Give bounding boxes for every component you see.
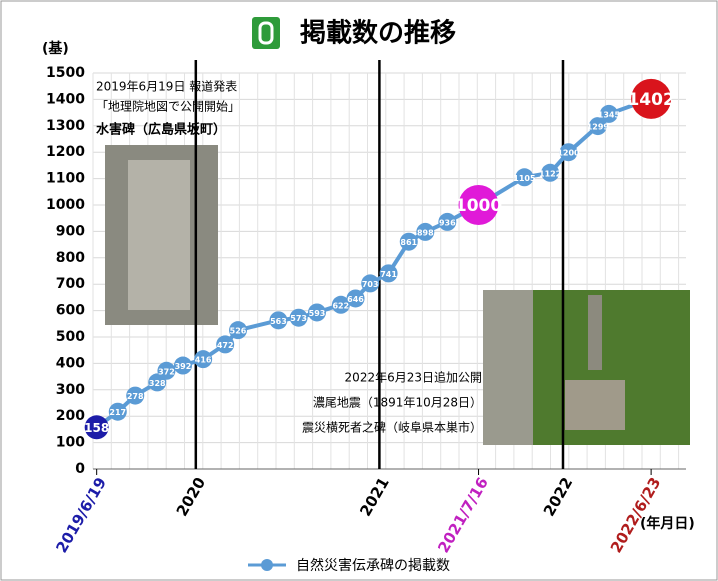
legend-label: 自然災害伝承碑の掲載数	[296, 557, 450, 574]
data-label: 1000	[455, 196, 502, 216]
data-label: 563	[270, 317, 287, 326]
data-label: 741	[380, 270, 397, 279]
point	[379, 264, 398, 283]
data-label: 1122	[539, 169, 561, 178]
data-label: 593	[309, 309, 326, 318]
point	[269, 311, 288, 330]
point	[229, 321, 248, 340]
point	[416, 222, 435, 241]
point	[599, 104, 618, 123]
point	[438, 212, 457, 231]
point	[194, 350, 213, 369]
data-label: 328	[149, 379, 166, 388]
point	[515, 168, 534, 187]
data-label: 217	[109, 408, 126, 417]
data-label: 703	[362, 280, 379, 289]
data-label: 1402	[627, 90, 674, 110]
y-tick-label: 1300	[46, 118, 85, 134]
annotation: 震災横死者之碑（岐阜県本巣市）	[302, 420, 482, 435]
data-label: 622	[332, 301, 349, 310]
y-tick-label: 1500	[46, 65, 85, 81]
point	[157, 361, 176, 380]
highlight-point	[458, 185, 499, 225]
annotation: 「地理院地図で公開開始」	[96, 100, 240, 114]
point	[216, 335, 235, 354]
point	[126, 386, 145, 405]
y-tick-label: 700	[56, 276, 85, 292]
legend: 自然災害伝承碑の掲載数	[248, 557, 450, 574]
point	[588, 117, 607, 136]
point	[307, 303, 326, 322]
photo-stone	[128, 160, 190, 310]
point	[173, 356, 192, 375]
data-label: 158	[84, 421, 109, 435]
data-label: 472	[217, 341, 234, 350]
y-tick-label: 500	[56, 329, 85, 345]
data-label: 1299	[587, 123, 610, 132]
y-tick-label: 100	[56, 435, 85, 451]
y-tick-label: 1000	[46, 197, 85, 213]
data-label: 1105	[513, 174, 536, 183]
data-label: 646	[347, 295, 364, 304]
data-label: 392	[175, 362, 192, 371]
annotation: 水害碑（広島県坂町）	[96, 122, 226, 138]
title-icon	[252, 17, 280, 49]
y-tick-label: 900	[56, 223, 85, 239]
point	[541, 163, 560, 182]
point	[559, 143, 578, 162]
annotation: 2019年6月19日 報道発表	[96, 80, 237, 94]
y-axis-label: (基)	[42, 40, 69, 57]
chart-title: 掲載数の推移	[300, 19, 456, 49]
y-tick-label: 400	[56, 355, 85, 371]
point	[399, 232, 418, 251]
point	[346, 289, 365, 308]
point	[331, 295, 350, 314]
highlight-point	[631, 78, 672, 119]
x-axis-label: (年月日)	[640, 515, 695, 532]
data-label: 573	[290, 314, 307, 323]
photo-rock	[565, 380, 625, 430]
photo-stone	[588, 295, 602, 370]
y-tick-label: 1100	[46, 171, 85, 187]
y-tick-label: 300	[56, 382, 85, 398]
data-label: 526	[230, 327, 247, 336]
y-tick-label: 0	[75, 461, 85, 477]
point	[361, 274, 380, 293]
highlight-point	[84, 415, 109, 440]
point	[108, 402, 127, 421]
data-label: 936	[439, 218, 456, 227]
y-tick-label: 800	[56, 250, 85, 266]
data-label: 416	[195, 356, 212, 365]
annotation: 濃尾地震（1891年10月28日）	[313, 396, 482, 410]
y-tick-label: 600	[56, 303, 85, 319]
point	[289, 308, 308, 327]
y-tick-label: 1200	[46, 144, 85, 160]
y-tick-label: 1400	[46, 91, 85, 107]
data-label: 372	[158, 367, 175, 376]
y-tick-label: 200	[56, 408, 85, 424]
photo-wall	[483, 290, 533, 445]
data-label: 1200	[557, 149, 580, 158]
data-label: 278	[127, 392, 144, 401]
data-label: 1345	[598, 110, 621, 119]
legend-marker	[261, 559, 273, 571]
data-label: 898	[417, 228, 434, 237]
data-label: 861	[400, 238, 417, 247]
annotation: 2022年6月23日追加公開	[345, 370, 482, 385]
